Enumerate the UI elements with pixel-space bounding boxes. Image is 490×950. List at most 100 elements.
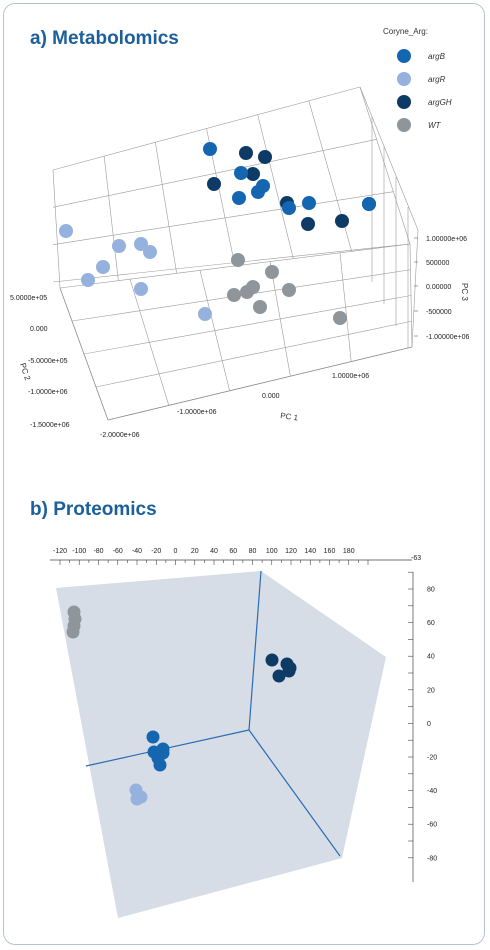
metabolomics-point-WT	[240, 285, 254, 299]
right-ruler-label: -40	[427, 788, 437, 795]
proteomics-point-argB	[146, 730, 160, 744]
metabolomics-grid-line	[411, 229, 419, 348]
legend-label-argGH: argGH	[428, 98, 452, 107]
metabolomics-grid-line	[129, 279, 170, 406]
top-ruler-label: 140	[304, 548, 316, 555]
right-ruler-label: 0	[427, 721, 431, 728]
metabolomics-point-WT	[333, 311, 347, 325]
top-ruler-label: 100	[266, 548, 278, 555]
proteomics-axis-vertical	[248, 570, 262, 731]
proteomics-right-ruler: 80 60 40 20 0 -20 -40 -60 -80	[408, 571, 437, 882]
metabolomics-grid-line	[103, 156, 119, 281]
metabolomics-point-WT	[253, 300, 267, 314]
pc1-tick-label: -2.0000e+06	[100, 432, 140, 439]
top-ruler-label: 120	[285, 548, 297, 555]
metabolomics-point-argGH	[239, 146, 253, 160]
legend-swatch-argR	[397, 72, 411, 86]
right-ruler-label: -20	[427, 755, 437, 762]
top-ruler-label: 20	[191, 548, 199, 555]
metabolomics-panel: a) Metabolomics 1.00000e+06 500000 0.00000…	[10, 27, 470, 439]
metabolomics-point-argR	[198, 307, 212, 321]
pc3-tick-label: 0.00000	[426, 284, 451, 291]
top-ruler-label: -100	[72, 548, 86, 555]
metabolomics-point-argR	[143, 245, 157, 259]
pc2-tick-label: 5.0000e+05	[10, 295, 47, 302]
legend-swatch-argB	[397, 49, 411, 63]
metabolomics-point-argR	[134, 282, 148, 296]
top-ruler-label: 160	[324, 548, 336, 555]
metabolomics-grid-line	[52, 139, 377, 208]
metabolomics-point-WT	[227, 288, 241, 302]
metabolomics-grid-line	[52, 169, 61, 289]
metabolomics-grid-line	[339, 252, 352, 362]
top-ruler-label: 80	[249, 548, 257, 555]
metabolomics-grid-line	[95, 320, 412, 388]
metabolomics-point-argB	[232, 191, 246, 205]
proteomics-point-WT	[66, 625, 80, 639]
metabolomics-3d-grid	[52, 86, 419, 421]
top-ruler-label: -60	[113, 548, 123, 555]
metabolomics-point-WT	[231, 253, 245, 267]
metabolomics-grid-line	[83, 295, 412, 355]
metabolomics-grid-line	[52, 86, 361, 171]
metabolomics-point-argR	[59, 224, 73, 238]
right-ruler-label: -80	[427, 855, 437, 862]
proteomics-point-argGH	[272, 669, 286, 683]
metabolomics-grid-line	[52, 243, 411, 283]
legend-label-argR: argR	[428, 75, 446, 84]
metabolomics-legend: Coryne_Arg: argB argR argGH WT	[383, 27, 452, 132]
top-ruler-label: 40	[210, 548, 218, 555]
proteomics-points	[66, 605, 297, 806]
metabolomics-point-argB	[282, 201, 296, 215]
pc1-tick-label: -1.0000e+06	[177, 409, 217, 416]
pc1-tick-label: 0.000	[262, 393, 280, 400]
metabolomics-grid-line	[308, 100, 352, 252]
right-ruler-label: 20	[427, 687, 435, 694]
top-ruler-label: 60	[229, 548, 237, 555]
metabolomics-points	[59, 142, 376, 325]
metabolomics-grid-line	[359, 86, 419, 231]
proteomics-point-argGH	[265, 653, 279, 667]
proteomics-axis-depth	[248, 729, 341, 857]
proteomics-plane	[56, 571, 386, 918]
top-ruler-label: 180	[343, 548, 355, 555]
proteomics-panel: b) Proteomics -120 -100 -80 -60 -40 -20 0 20 40 6…	[30, 499, 437, 918]
right-ruler-label: 40	[427, 654, 435, 661]
metabolomics-point-argB	[251, 185, 265, 199]
metabolomics-grid-line	[257, 114, 294, 259]
metabolomics-point-WT	[265, 265, 279, 279]
metabolomics-pc3-label: PC 3	[460, 283, 469, 301]
pc3-tick-label: -500000	[426, 309, 452, 316]
metabolomics-point-argR	[96, 260, 110, 274]
pc1-tick-label: 1.0000e+06	[332, 373, 369, 380]
top-ruler-label: 0	[174, 548, 178, 555]
proteomics-top-ruler: -120 -100 -80 -60 -40 -20 0 20 40 60 80 100 120 140 16…	[50, 548, 421, 565]
pc3-tick-label: -1.00000e+06	[426, 334, 470, 341]
pc2-tick-label: 0.000	[30, 326, 48, 333]
legend-label-WT: WT	[428, 121, 442, 130]
legend-label-argB: argB	[428, 52, 446, 61]
metabolomics-point-argR	[81, 273, 95, 287]
right-ruler-label: 80	[427, 587, 435, 594]
proteomics-point-argB	[156, 746, 170, 760]
metabolomics-point-argB	[234, 166, 248, 180]
metabolomics-point-argGH	[207, 177, 221, 191]
proteomics-point-argR	[130, 792, 144, 806]
metabolomics-point-argGH	[335, 214, 349, 228]
proteomics-title: b) Proteomics	[30, 499, 157, 520]
top-ruler-label: -20	[151, 548, 161, 555]
legend-swatch-argGH	[397, 95, 411, 109]
right-ruler-label: 60	[427, 620, 435, 627]
metabolomics-title: a) Metabolomics	[30, 28, 179, 49]
top-ruler-label: -40	[132, 548, 142, 555]
right-ruler-label: -60	[427, 822, 437, 829]
metabolomics-point-WT	[282, 283, 296, 297]
metabolomics-point-argR	[134, 237, 148, 251]
metabolomics-point-argGH	[258, 150, 272, 164]
metabolomics-point-argB	[362, 197, 376, 211]
pc2-tick-label: -1.0000e+06	[28, 389, 68, 396]
top-ruler-corner-label: -63	[411, 555, 421, 562]
metabolomics-grid-line	[359, 86, 411, 245]
metabolomics-grid-line	[155, 142, 177, 274]
